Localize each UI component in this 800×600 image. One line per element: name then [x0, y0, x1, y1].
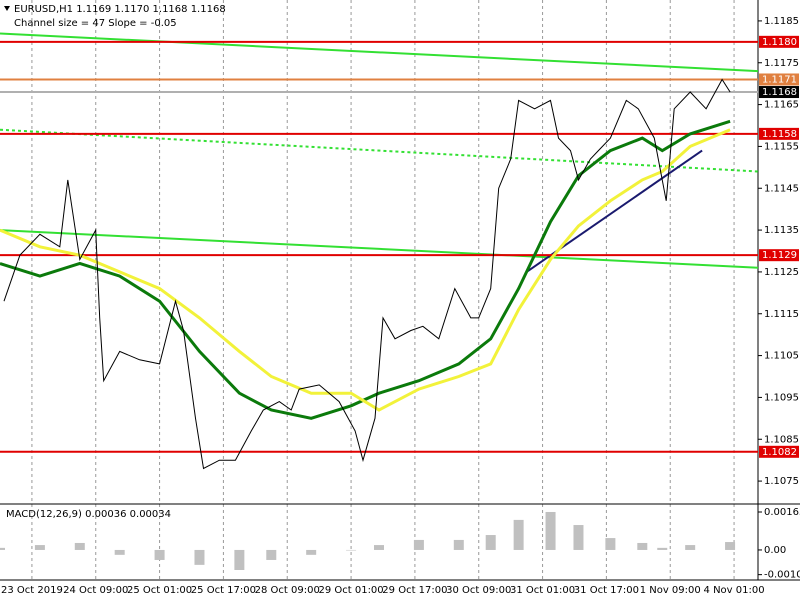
level-label-box [759, 35, 799, 48]
level-label-box [759, 445, 799, 458]
y-tick-label: 1.1145 [764, 183, 799, 194]
y-tick-label: 1.1185 [764, 16, 799, 27]
x-tick-label: 31 Oct 01:00 [510, 585, 575, 596]
histogram-bar [485, 535, 496, 550]
histogram-bar [545, 511, 556, 550]
histogram-bar [194, 549, 205, 565]
histogram-bar [513, 519, 524, 550]
histogram-bar [0, 547, 5, 550]
y-tick-label: 1.1115 [764, 309, 799, 320]
histogram-bar [637, 542, 648, 550]
trend-line [0, 128, 759, 173]
level-label: 1.1129 [762, 250, 797, 261]
x-tick-label: 31 Oct 17:00 [574, 585, 639, 596]
level-label: 1.1180 [762, 37, 797, 48]
y-tick-label: 1.1155 [764, 141, 799, 152]
y-tick-label: 0.00163 [764, 507, 800, 518]
histogram-bar [266, 549, 277, 560]
histogram-bar [234, 549, 245, 570]
y-tick-label: 1.1075 [764, 476, 799, 487]
chart-title: EURUSD,H1 1.1169 1.1170 1.1168 1.1168 [14, 4, 226, 15]
x-tick-label: 24 Oct 09:00 [63, 585, 128, 596]
y-tick-label: 1.1125 [764, 267, 799, 278]
y-tick-label: 1.1095 [764, 392, 799, 403]
histogram-bar [346, 549, 357, 551]
y-tick-label: 1.1135 [764, 225, 799, 236]
trend-line [526, 149, 703, 273]
y-tick-label: 1.1165 [764, 100, 799, 111]
histogram-bar [114, 549, 125, 555]
histogram-bar [685, 545, 696, 550]
trend-line [0, 32, 759, 73]
histogram-bar [725, 542, 736, 550]
histogram-bar [34, 545, 45, 550]
histogram-bar [453, 539, 464, 550]
price-line [3, 78, 731, 470]
x-tick-label: 25 Oct 01:00 [127, 585, 192, 596]
histogram-bar [306, 549, 317, 555]
level-label-box [759, 127, 799, 140]
x-tick-label: 29 Oct 17:00 [382, 585, 447, 596]
trend-line [0, 229, 759, 269]
y-tick-label: 1.1175 [764, 58, 799, 69]
level-label-box [759, 249, 799, 262]
level-label: 1.1158 [762, 129, 797, 140]
level-label-box [759, 73, 799, 86]
x-tick-label: 23 Oct 2019 [1, 585, 63, 596]
level-label-box [759, 86, 799, 99]
collapse-icon[interactable] [4, 6, 10, 11]
histogram-bar [605, 538, 616, 550]
x-tick-label: 4 Nov 01:00 [704, 585, 765, 596]
y-tick-label: 1.1085 [764, 434, 799, 445]
level-label: 1.1171 [762, 74, 797, 85]
moving-average [0, 128, 731, 412]
level-label: 1.1168 [762, 87, 797, 98]
y-tick-label: 0.00 [764, 545, 786, 556]
level-label: 1.1082 [762, 447, 797, 458]
histogram-bar [657, 547, 668, 550]
histogram-bar [573, 525, 584, 550]
y-tick-label: -0.00106 [764, 570, 800, 581]
indicator-title: MACD(12,26,9) 0.00036 0.00034 [6, 509, 171, 520]
x-tick-label: 30 Oct 09:00 [446, 585, 511, 596]
histogram-bar [413, 539, 424, 550]
histogram-bar [74, 542, 85, 550]
x-tick-label: 29 Oct 01:00 [318, 585, 383, 596]
moving-average [0, 119, 731, 420]
histogram-bar [154, 549, 165, 560]
y-tick-label: 1.1105 [764, 351, 799, 362]
histogram-bar [374, 545, 384, 550]
chart-subtitle: Channel size = 47 Slope = -0.05 [14, 18, 177, 29]
x-tick-label: 1 Nov 09:00 [640, 585, 701, 596]
x-tick-label: 25 Oct 17:00 [191, 585, 256, 596]
x-tick-label: 28 Oct 09:00 [255, 585, 320, 596]
